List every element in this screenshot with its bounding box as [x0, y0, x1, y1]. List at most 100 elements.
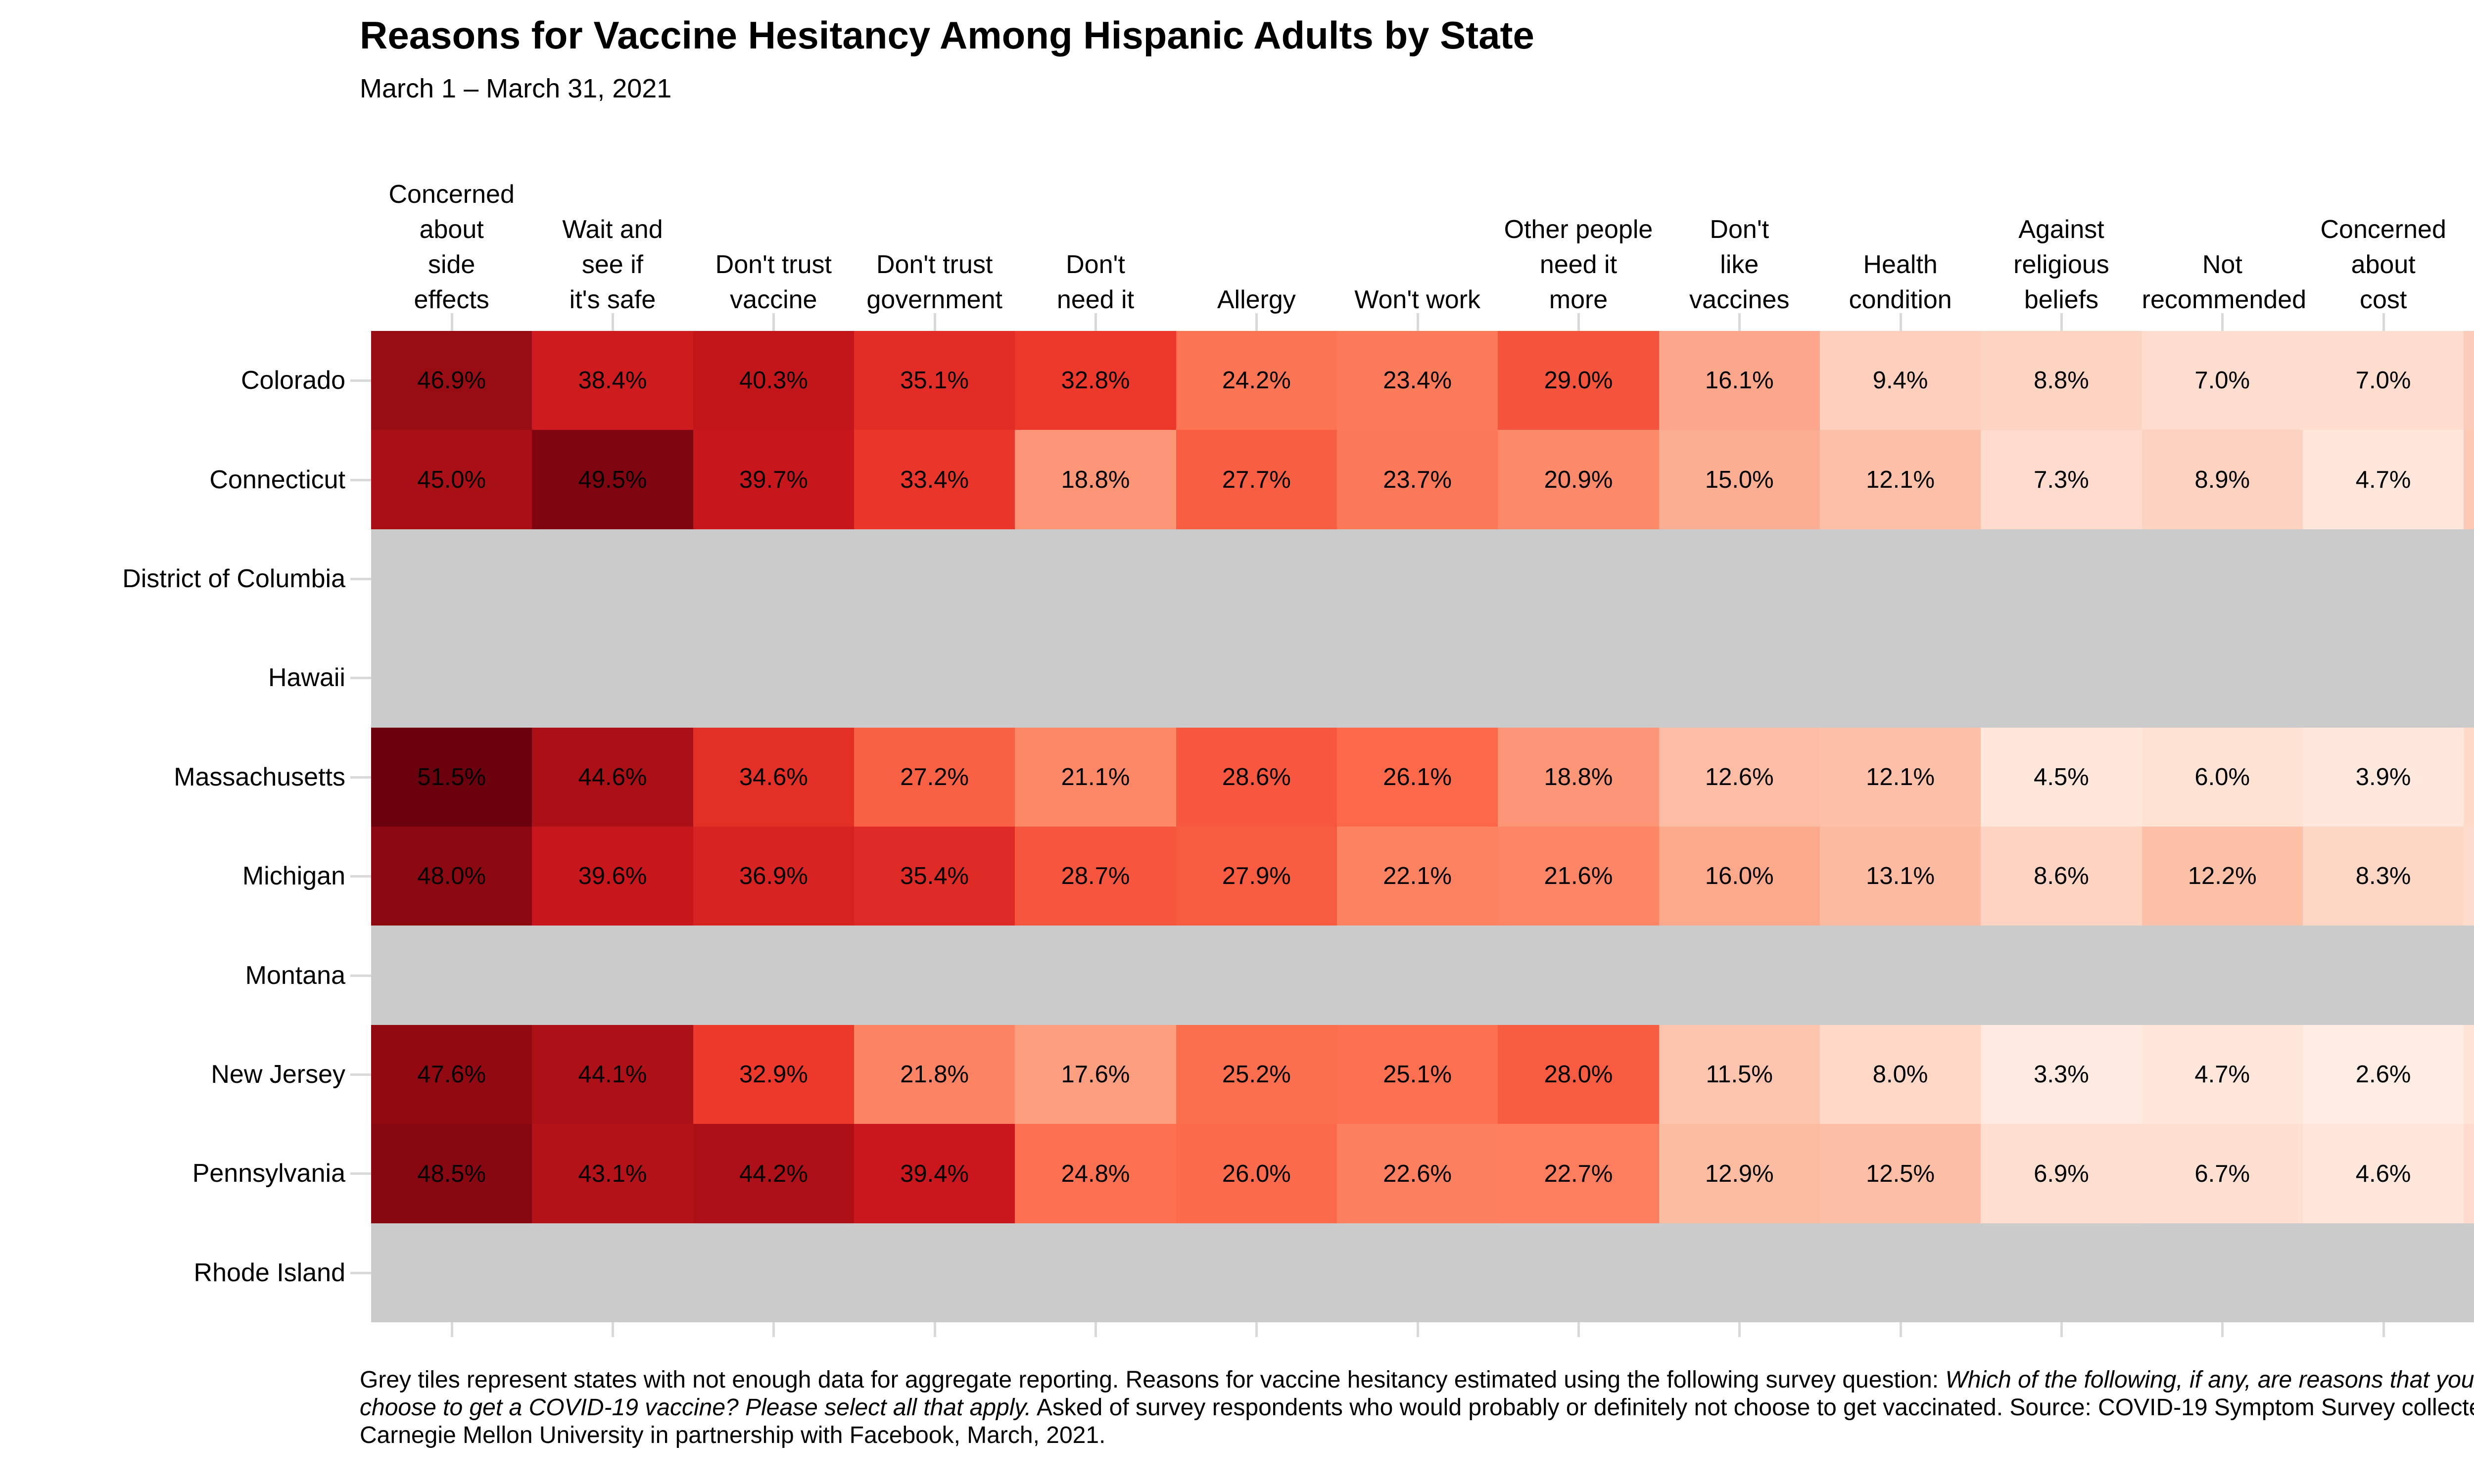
heatmap-cell: 23.4%	[1336, 331, 1498, 430]
heatmap-cell: 12.6%	[1659, 728, 1820, 827]
heatmap-cell: 27.9%	[1176, 827, 1337, 926]
heatmap-cell: 32.8%	[1015, 331, 1176, 430]
row-label: New Jersey	[211, 1060, 345, 1089]
cell-value-label: 4.7%	[2355, 466, 2411, 493]
tick-mark	[2060, 1322, 2063, 1337]
heatmap-cell: 5.7%	[2464, 1025, 2474, 1124]
heatmap-cell: 48.5%	[371, 1124, 532, 1223]
heatmap-cell: 22.6%	[1336, 1124, 1498, 1223]
row-label: Colorado	[240, 366, 345, 395]
cell-value-label: 7.0%	[2355, 367, 2411, 394]
heatmap-cell: 10.0%	[2464, 331, 2474, 430]
heatmap-cell: 28.0%	[1498, 1025, 1659, 1124]
cell-value-label: 8.6%	[2034, 863, 2089, 889]
cell-value-label: 12.9%	[1705, 1160, 1774, 1187]
cell-value-label: 12.5%	[1866, 1160, 1935, 1187]
cell-value-label: 34.6%	[739, 764, 808, 790]
heatmap-cell: 3.9%	[2302, 728, 2464, 827]
heatmap-cell: 35.4%	[854, 827, 1015, 926]
heatmap-cell: 7.8%	[2464, 728, 2474, 827]
cell-value-label: 16.1%	[1705, 367, 1774, 394]
cell-value-label: 26.0%	[1222, 1160, 1291, 1187]
cell-value-label: 40.3%	[739, 367, 808, 394]
column-header: Don't like vaccines	[1689, 215, 1790, 314]
cell-value-label: 12.1%	[1866, 466, 1935, 493]
tick-mark	[350, 1073, 371, 1076]
heatmap-cell: 10.5%	[2464, 430, 2474, 529]
cell-value-label: 24.8%	[1061, 1160, 1130, 1187]
tick-mark	[1577, 1322, 1580, 1337]
column-header: Against religious beliefs	[2013, 215, 2109, 314]
heatmap-grid: 46.9% 38.4% 40.3% 35.1% 32.8% 24.2% 23.4% 29.0%…	[371, 331, 2474, 1322]
row-label: District of Columbia	[122, 564, 345, 593]
tick-mark	[612, 313, 614, 331]
heatmap-cell: 25.2%	[1176, 1025, 1337, 1124]
cell-value-label: 20.9%	[1544, 466, 1613, 493]
heatmap-cell: 44.2%	[693, 1124, 854, 1223]
heatmap-row: 46.9% 38.4% 40.3% 35.1% 32.8% 24.2% 23.4% 29.0%…	[371, 331, 2474, 430]
cell-value-label: 22.7%	[1544, 1160, 1613, 1187]
heatmap-cell: 22.7%	[1498, 1124, 1659, 1223]
tick-mark	[1255, 1322, 1258, 1337]
missing-data-row	[371, 628, 2474, 728]
cell-value-label: 44.6%	[578, 764, 647, 790]
heatmap-cell: 51.5%	[371, 728, 532, 827]
heatmap-cell: 7.2%	[2464, 827, 2474, 926]
cell-value-label: 3.9%	[2355, 764, 2411, 790]
column-header: Health condition	[1849, 250, 1952, 314]
heatmap-cell: 16.1%	[1659, 331, 1820, 430]
cell-value-label: 26.1%	[1383, 764, 1452, 790]
column-header: Allergy	[1217, 285, 1296, 314]
tick-mark	[350, 677, 371, 679]
heatmap-cell: 8.3%	[2302, 827, 2464, 926]
column-header: Not recommended	[2141, 250, 2307, 314]
tick-mark	[350, 379, 371, 382]
column-header: Don't trust government	[866, 250, 1002, 314]
missing-data-row	[371, 529, 2474, 628]
heatmap-cell: 6.0%	[2141, 728, 2303, 827]
heatmap-cell: 18.8%	[1498, 728, 1659, 827]
heatmap-cell: 9.4%	[1819, 331, 1981, 430]
heatmap-cell: 44.1%	[532, 1025, 693, 1124]
tick-mark	[1255, 313, 1258, 331]
row-label: Massachusetts	[174, 762, 345, 791]
heatmap-cell: 43.1%	[532, 1124, 693, 1223]
heatmap-cell: 16.0%	[1659, 827, 1820, 926]
cell-value-label: 4.6%	[2355, 1160, 2411, 1187]
tick-mark	[1738, 313, 1741, 331]
tick-mark	[2221, 1322, 2224, 1337]
heatmap-cell: 15.0%	[1659, 430, 1820, 529]
cell-value-label: 22.1%	[1383, 863, 1452, 889]
cell-value-label: 29.0%	[1544, 367, 1613, 394]
row-label: Pennsylvania	[192, 1159, 345, 1188]
cell-value-label: 46.9%	[417, 367, 486, 394]
heatmap-cell: 24.2%	[1176, 331, 1337, 430]
heatmap-cell: 8.8%	[1981, 331, 2142, 430]
cell-value-label: 8.3%	[2355, 863, 2411, 889]
cell-value-label: 25.2%	[1222, 1061, 1291, 1088]
tick-mark	[1094, 313, 1097, 331]
heatmap-cell: 21.1%	[1015, 728, 1176, 827]
cell-value-label: 43.1%	[578, 1160, 647, 1187]
cell-value-label: 8.0%	[1872, 1061, 1928, 1088]
heatmap-cell: 8.9%	[2141, 430, 2303, 529]
heatmap-cell: 6.7%	[2141, 1124, 2303, 1223]
cell-value-label: 28.7%	[1061, 863, 1130, 889]
cell-value-label: 27.2%	[900, 764, 969, 790]
cell-value-label: 18.8%	[1061, 466, 1130, 493]
heatmap-cell: 23.7%	[1336, 430, 1498, 529]
cell-value-label: 36.9%	[739, 863, 808, 889]
cell-value-label: 12.1%	[1866, 764, 1935, 790]
cell-value-label: 21.8%	[900, 1061, 969, 1088]
heatmap-cell: 6.9%	[1981, 1124, 2142, 1223]
heatmap-cell: 39.7%	[693, 430, 854, 529]
tick-mark	[1417, 1322, 1419, 1337]
footer-note: Grey tiles represent states with not eno…	[360, 1366, 2474, 1449]
chart-title: Reasons for Vaccine Hesitancy Among Hisp…	[360, 13, 1534, 57]
cell-value-label: 45.0%	[417, 466, 486, 493]
cell-value-label: 38.4%	[578, 367, 647, 394]
column-header: Concerned about cost	[2320, 215, 2446, 314]
cell-value-label: 12.6%	[1705, 764, 1774, 790]
missing-data-row	[371, 1223, 2474, 1322]
cell-value-label: 17.6%	[1061, 1061, 1130, 1088]
